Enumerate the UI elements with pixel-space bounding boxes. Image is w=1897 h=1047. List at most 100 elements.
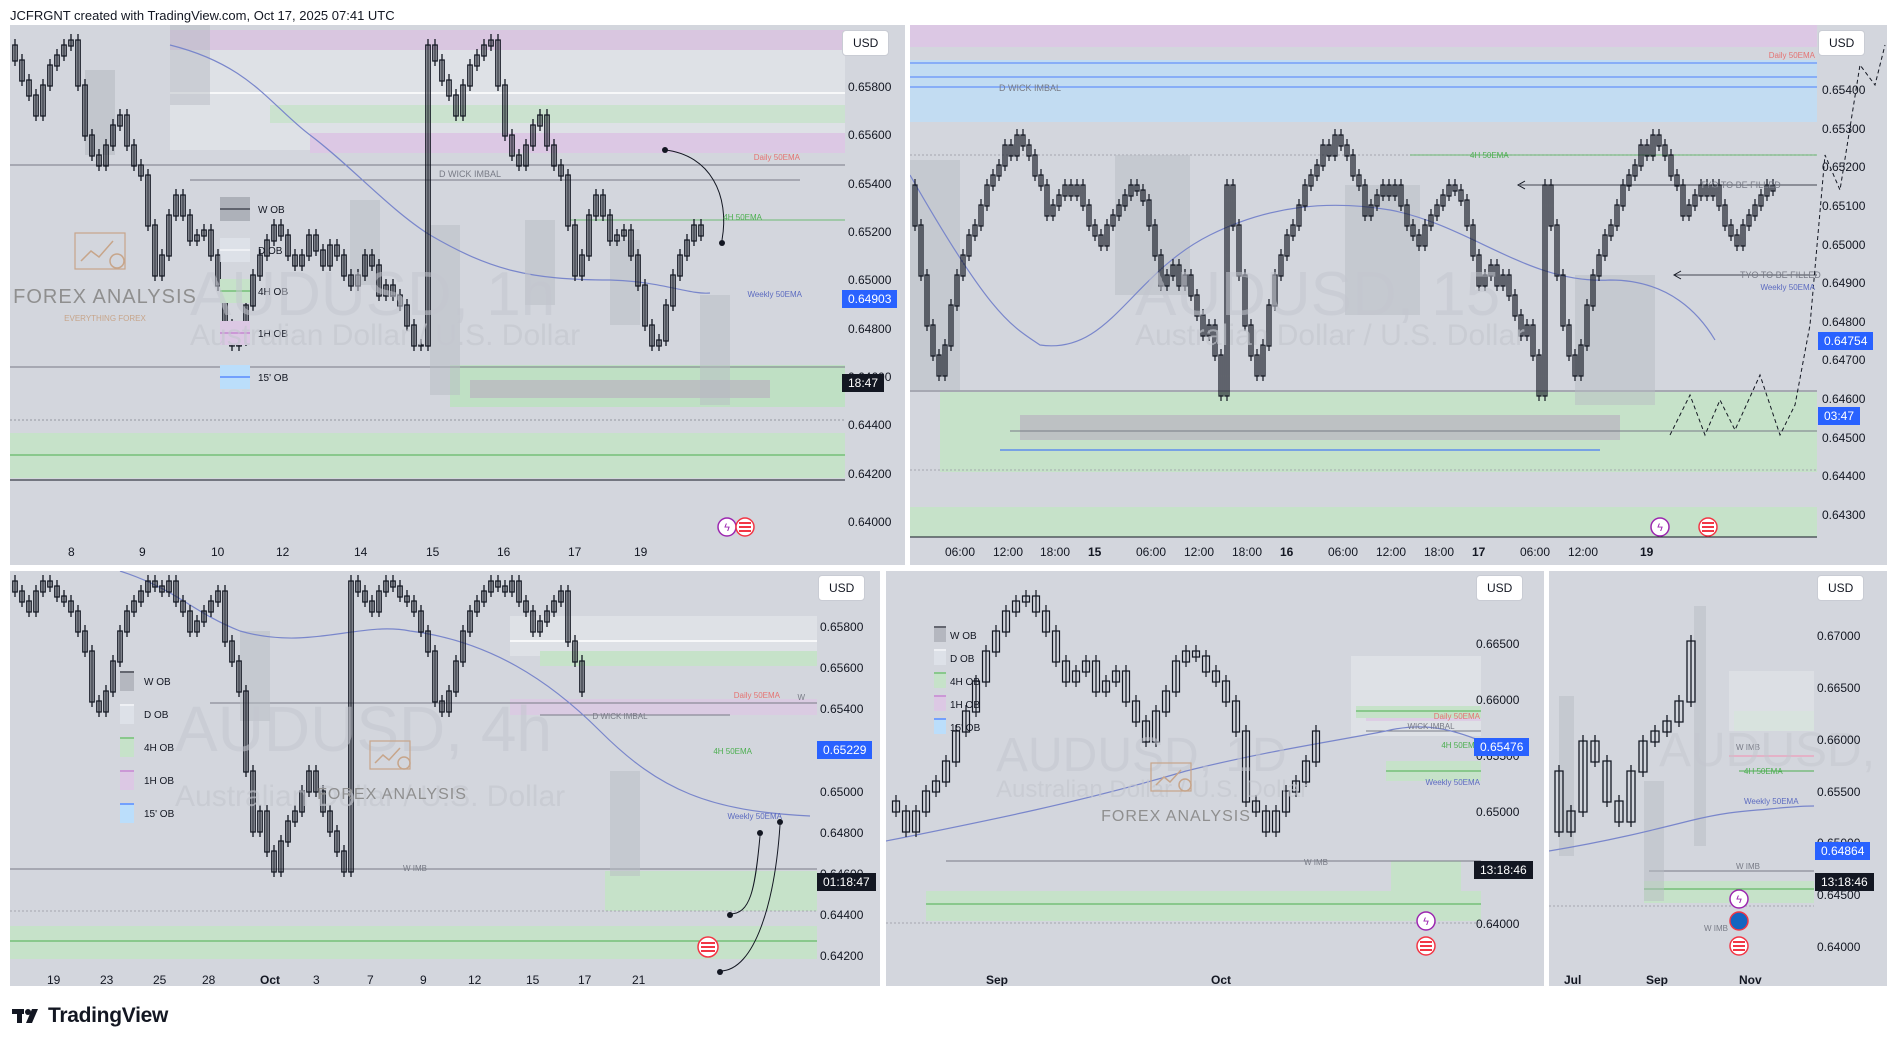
price-tag: 0.65229 xyxy=(817,741,873,759)
au-flag-icon[interactable] xyxy=(1729,911,1749,931)
legend-w-ob: W OB xyxy=(950,631,977,642)
legend-w-ob: W OB xyxy=(258,205,285,216)
currency-label[interactable]: USD xyxy=(1817,575,1865,601)
zone-4h-ob-bottom xyxy=(10,926,817,959)
price-tick-label: 0.66500 xyxy=(1817,680,1861,695)
time-tick-label: Nov xyxy=(1739,973,1762,986)
ob-box xyxy=(1575,275,1655,405)
time-tick-label: 06:00 xyxy=(1328,545,1359,559)
chart-canvas[interactable]: D WICK IMBAL Daily 50EMA 4H 50EMA TYO TO… xyxy=(910,25,1887,565)
price-candles xyxy=(891,590,1321,837)
lightning-icon[interactable] xyxy=(1650,517,1670,537)
zone-1h-ob xyxy=(310,133,845,153)
currency-label[interactable]: USD xyxy=(842,30,890,56)
label-4h-ema: 4H 50EMA xyxy=(1470,151,1509,160)
price-tick-label: 0.65200 xyxy=(1822,160,1866,175)
projection-arrow xyxy=(664,149,725,241)
price-tick-label: 0.65000 xyxy=(1476,805,1520,819)
currency-label[interactable]: USD xyxy=(1818,30,1866,56)
time-tick-label: 12:00 xyxy=(1568,545,1599,559)
price-tick-label: 0.64800 xyxy=(1822,314,1866,329)
time-tick-label: 16 xyxy=(497,545,511,559)
price-tick-label: 0.64500 xyxy=(1822,430,1866,445)
label-4h-ema: 4H 50EMA xyxy=(1744,767,1783,776)
brand-name: FOREX ANALYSIS xyxy=(1101,808,1251,825)
label-weekly-ema: Weekly 50EMA xyxy=(1425,778,1480,787)
watermark-symbol: AUDUSD, 15 xyxy=(1135,260,1500,329)
price-tick-label: 0.64000 xyxy=(848,515,892,529)
time-tick-label: 12 xyxy=(276,545,290,559)
watermark-symbol: AUDUSD, 1W xyxy=(1659,724,1887,777)
watermark-symbol: AUDUSD, 4h xyxy=(175,693,552,765)
time-tick-label: 25 xyxy=(153,973,167,986)
time-tick-label: 8 xyxy=(68,545,75,559)
ema-curve xyxy=(886,726,1482,842)
arrow-end-dot xyxy=(719,240,725,246)
watermark-name: Australian Dollar / U.S. Dollar xyxy=(190,319,580,352)
time-tick-label: 9 xyxy=(139,545,146,559)
ob-legend: W OB D OB 4H OB 1H OB 15' OB xyxy=(220,197,289,389)
ema-curve xyxy=(1549,805,1815,852)
price-tick-label: 0.64200 xyxy=(848,466,892,481)
arrow-start-dot xyxy=(662,147,668,153)
chart-canvas[interactable]: W IMB W IMB 4H 50EMA Weekly 50EMA W IMB … xyxy=(1549,571,1887,986)
lightning-icon[interactable] xyxy=(1416,911,1436,931)
time-tick-label: 10 xyxy=(211,545,225,559)
tradingview-footer[interactable]: TradingView xyxy=(12,1004,168,1028)
brand-logo-icon xyxy=(1150,762,1192,792)
time-tick-label: 12:00 xyxy=(1184,545,1215,559)
tradingview-logo-icon xyxy=(12,1009,38,1023)
chart-panel-1w[interactable]: W IMB W IMB 4H 50EMA Weekly 50EMA W IMB … xyxy=(1549,571,1887,986)
chart-panel-4h[interactable]: D WICK IMBAL Daily 50EMA W 4H 50EMA Week… xyxy=(10,571,880,986)
label-daily-ema: Daily 50EMA xyxy=(1434,712,1481,721)
price-tick-label: 0.65600 xyxy=(820,661,864,676)
chart-panel-1d[interactable]: WICK IMBAL Daily 50EMA 4H 50EMA Weekly 5… xyxy=(886,571,1544,986)
lightning-icon[interactable] xyxy=(1729,889,1749,909)
lightning-glyph: ϟ xyxy=(1423,916,1429,928)
label-daily-ema: Daily 50EMA xyxy=(1769,51,1816,60)
time-tag: 18:47 xyxy=(842,374,885,392)
price-tick-label: 0.65100 xyxy=(1822,198,1866,213)
zone-15-ob xyxy=(1020,415,1620,440)
chart-canvas[interactable]: D WICK IMBAL Daily 50EMA 4H 50EMA Weekly… xyxy=(10,25,905,565)
time-tick-label: 21 xyxy=(632,973,646,986)
chart-panel-15m[interactable]: D WICK IMBAL Daily 50EMA 4H 50EMA TYO TO… xyxy=(910,25,1887,565)
time-tick-label: 17 xyxy=(1472,545,1486,559)
legend-1h-ob: 1H OB xyxy=(950,700,980,711)
currency-label[interactable]: USD xyxy=(1476,575,1524,601)
legend-1h-ob: 1H OB xyxy=(144,776,174,787)
label-daily-ema: Daily 50EMA xyxy=(734,691,781,700)
ob-legend: W OB D OB 4H OB 1H OB 15' OB xyxy=(120,671,175,823)
ob-box xyxy=(525,220,555,305)
legend-d-ob: D OB xyxy=(258,246,283,257)
zone-w-ob xyxy=(170,30,845,50)
legend-d-ob: D OB xyxy=(950,654,975,665)
chart-canvas[interactable]: D WICK IMBAL Daily 50EMA W 4H 50EMA Week… xyxy=(10,571,880,986)
price-tick-label: 0.64200 xyxy=(820,949,864,963)
time-tick-label: 12:00 xyxy=(1376,545,1407,559)
currency-label[interactable]: USD xyxy=(818,575,866,601)
zone-4h-ob-upper xyxy=(540,651,817,666)
price-tag: 0.64754 xyxy=(1818,332,1874,350)
legend-d-ob: D OB xyxy=(144,710,169,721)
chart-panel-1h[interactable]: D WICK IMBAL Daily 50EMA 4H 50EMA Weekly… xyxy=(10,25,905,565)
lightning-glyph: ϟ xyxy=(1657,522,1663,534)
price-tick-label: 0.64400 xyxy=(848,418,892,433)
brand-name: FOREX ANALYSIS xyxy=(317,786,467,803)
watermark-name: Australian Dollar / U.S. Dollar xyxy=(996,776,1308,803)
chart-canvas[interactable]: WICK IMBAL Daily 50EMA 4H 50EMA Weekly 5… xyxy=(886,571,1544,986)
legend-4h-ob: 4H OB xyxy=(258,287,288,298)
lightning-glyph: ϟ xyxy=(1736,894,1742,906)
label-4h-ema: 4H 50EMA xyxy=(1441,741,1480,750)
ob-legend: W OB D OB 4H OB 1H OB 15' OB xyxy=(934,626,981,734)
label-d-wick-imbal: D WICK IMBAL xyxy=(439,169,501,179)
price-tick-label: 0.65600 xyxy=(848,128,892,143)
time-tick-label: Oct xyxy=(1211,973,1232,986)
price-candles xyxy=(912,129,1776,401)
label-4h-ema: 4H 50EMA xyxy=(713,747,752,756)
label-w-imb-2: W IMB xyxy=(1736,862,1760,871)
time-tick-label: 14 xyxy=(354,545,368,559)
price-tag: 0.64903 xyxy=(842,290,898,308)
price-tick-label: 0.66000 xyxy=(1476,693,1520,707)
lightning-glyph: ϟ xyxy=(724,522,730,534)
